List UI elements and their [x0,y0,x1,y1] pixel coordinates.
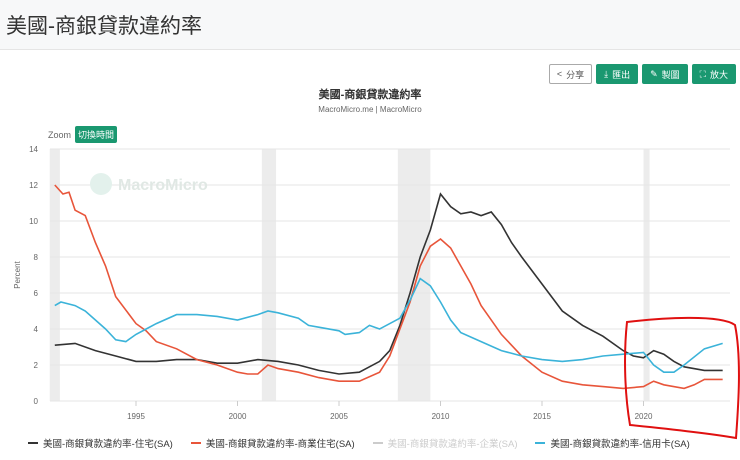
legend-swatch [535,442,546,444]
toggle-time-button[interactable]: 切換時間 [75,126,118,143]
zoom-label: Zoom [48,129,72,140]
share-icon: < [556,69,563,79]
legend-label: 美國-商銀貸款違約率-商業住宅(SA) [205,439,355,450]
expand-button[interactable]: ⛶ 放大 [691,64,736,84]
recession-band [397,149,431,401]
series-line-3 [54,277,723,374]
x-tick-label: 2020 [635,412,653,421]
download-icon: ⤓ [604,68,609,79]
legend-label: 美國-商銀貸款違約率-住宅(SA) [43,439,173,450]
legend-item[interactable]: 美國-商銀貸款違約率-商業住宅(SA) [190,436,355,450]
x-tick-label: 2015 [533,412,551,421]
legend-swatch [190,442,201,444]
annotation-circle [624,316,740,440]
legend-swatch [28,442,38,444]
legend-item[interactable]: 美國-商銀貸款違約率-信用卡(SA) [535,436,690,450]
y-tick-label: 10 [29,217,38,226]
watermark-logo-icon [90,173,112,195]
y-tick-label: 8 [34,253,39,262]
legend-item[interactable]: 美國-商銀貸款違約率-企業(SA) [372,436,518,450]
recession-band [643,149,650,401]
legend-label: 美國-商銀貸款違約率-信用卡(SA) [550,439,690,450]
x-tick-label: 2005 [330,412,348,421]
x-tick-label: 2010 [432,412,450,421]
y-tick-label: 2 [34,361,39,370]
chart-title: 美國-商銀貸款違約率 [318,89,422,101]
legend-item[interactable]: 美國-商銀貸款違約率-住宅(SA) [28,436,173,450]
series-line-1 [54,184,723,390]
y-tick-label: 0 [34,397,39,406]
export-button[interactable]: ⤓ 匯出 [596,64,639,84]
legend-swatch [372,442,383,444]
expand-icon: ⛶ [699,68,706,79]
y-tick-label: 6 [34,289,39,298]
legend-label: 美國-商銀貸款違約率-企業(SA) [387,439,518,450]
edit-chart-button[interactable]: ✎ 製圖 [642,64,688,84]
page-header: 美國-商銀貸款違約率 [0,0,740,50]
x-tick-label: 2000 [229,412,247,421]
y-tick-label: 14 [29,145,38,154]
pencil-icon: ✎ [650,68,658,79]
y-tick-label: 12 [29,181,38,190]
x-tick-label: 1995 [127,412,145,421]
share-button[interactable]: < 分享 [548,64,593,84]
zoom-control: Zoom 切換時間 [48,126,118,143]
legend: 美國-商銀貸款違約率-住宅(SA) 美國-商銀貸款違約率-商業住宅(SA) 美國-商… [28,436,690,450]
page-title: 美國-商銀貸款違約率 [6,15,202,38]
watermark: MacroMicro [118,177,208,194]
y-axis-label: Percent [13,260,22,288]
chart-subtitle: MacroMicro.me | MacroMicro [318,105,422,114]
recession-band [261,149,277,401]
chart-toolbar: < 分享 ⤓ 匯出 ✎ 製圖 ⛶ 放大 [548,64,736,84]
recession-band [49,149,60,401]
y-tick-label: 4 [34,325,39,334]
